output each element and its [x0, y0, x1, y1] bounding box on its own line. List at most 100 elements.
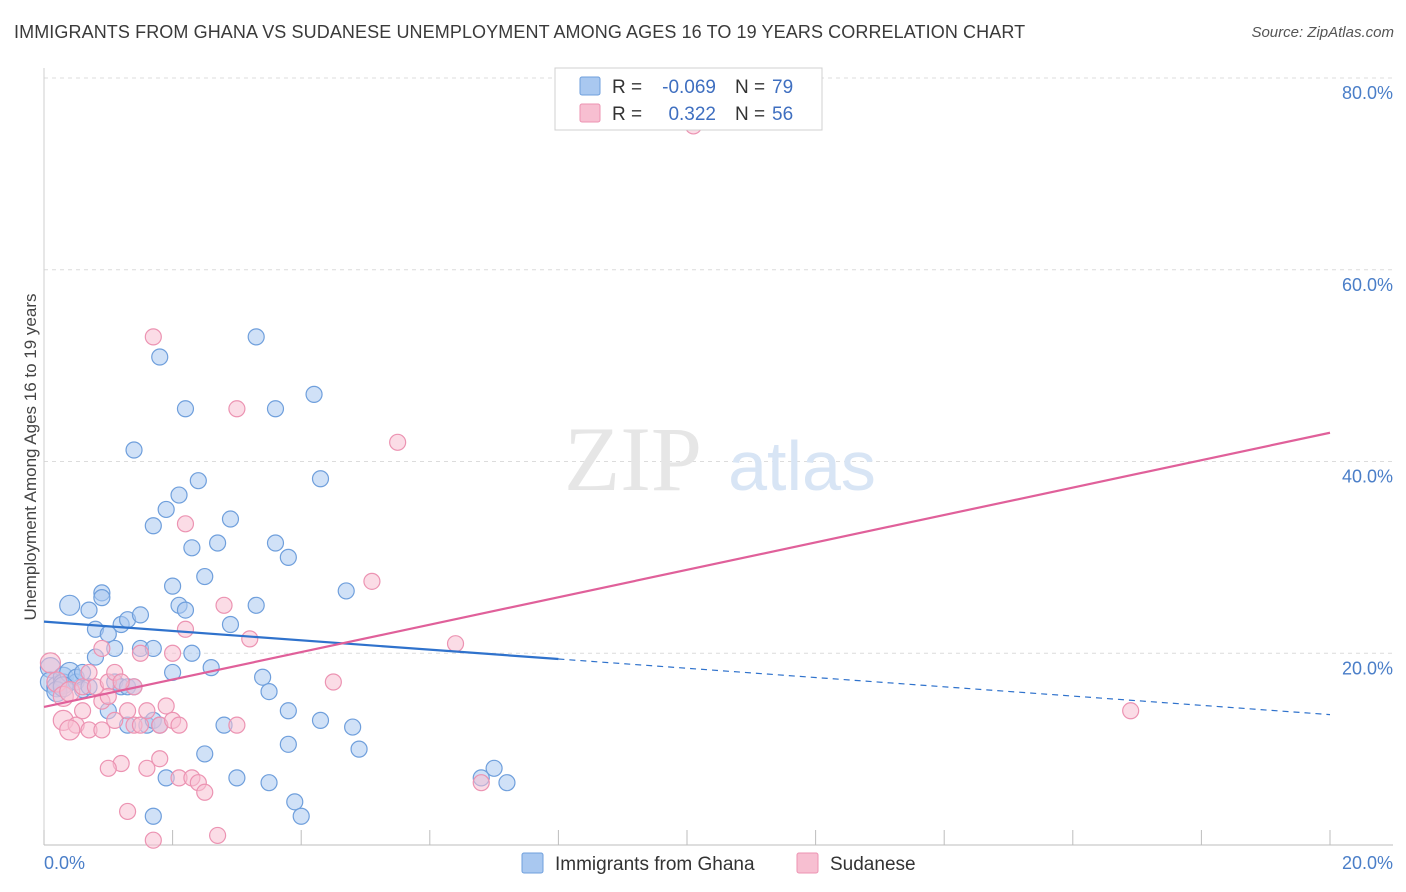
- ghana-point-61: [279, 548, 297, 566]
- ghana-point-40: [170, 486, 188, 504]
- ghana-point-58: [260, 774, 278, 792]
- ghana-point-31: [144, 517, 162, 535]
- ghana-point-69: [337, 582, 355, 600]
- sudanese-points: [39, 117, 1140, 849]
- ghana-point-44: [183, 644, 201, 662]
- bottom-legend-label-sudanese: Sudanese: [830, 854, 916, 875]
- legend-swatch-sudanese: [579, 103, 601, 123]
- ghana-point-59: [266, 400, 285, 418]
- ghana-point-67: [311, 470, 330, 488]
- grid-lines: [44, 77, 1393, 654]
- ghana-point-52: [221, 615, 240, 634]
- sudanese-point-27: [144, 328, 162, 346]
- sudanese-point-45: [324, 673, 342, 691]
- sudanese-point-54: [99, 759, 117, 777]
- bottom-legend-swatch-sudanese: [796, 852, 819, 874]
- sudanese-point-42: [228, 400, 246, 418]
- ghana-points: [39, 328, 516, 825]
- watermark-atlas: atlas: [728, 427, 876, 505]
- legend-r-label-ghana: R =: [612, 77, 642, 98]
- watermark-zip: ZIP: [564, 408, 702, 510]
- ghana-point-73: [485, 759, 503, 777]
- sudanese-point-51: [1122, 702, 1140, 720]
- sudanese-point-19: [118, 802, 137, 821]
- sudanese-point-7: [73, 702, 92, 720]
- ghana-point-63: [279, 702, 297, 720]
- sudanese-point-29: [151, 750, 169, 768]
- ghana-point-32: [144, 807, 162, 825]
- ghana-point-49: [209, 534, 227, 552]
- ghana-point-53: [228, 769, 246, 787]
- y-tick-labels: 20.0% 40.0% 60.0% 80.0%: [1342, 83, 1393, 678]
- ghana-point-71: [350, 740, 368, 758]
- ghana-point-38: [164, 577, 182, 595]
- ghana-point-25: [125, 441, 143, 459]
- sudanese-trend-line: [43, 431, 1331, 709]
- bottom-legend-label-ghana: Immigrants from Ghana: [555, 854, 755, 875]
- ghana-point-36: [157, 500, 175, 519]
- sudanese-point-15: [106, 711, 124, 729]
- ghana-point-54: [247, 596, 265, 614]
- ghana-point-68: [311, 711, 330, 729]
- y-tick-label-0: 20.0%: [1342, 658, 1393, 678]
- ghana-point-6: [59, 594, 81, 616]
- ghana-trend-line-extension: [558, 658, 1331, 716]
- ghana-point-66: [305, 385, 323, 403]
- sudanese-point-23: [131, 716, 150, 734]
- source-label: Source: ZipAtlas.com: [1251, 24, 1394, 41]
- y-axis-label: Unemployment Among Ages 16 to 19 years: [21, 294, 40, 621]
- series-legend: Immigrants from Ghana Sudanese: [521, 852, 916, 875]
- sudanese-point-44: [241, 630, 259, 648]
- sudanese-point-25: [138, 702, 156, 720]
- legend-n-value-ghana: 79: [772, 77, 793, 98]
- sudanese-point-41: [215, 596, 233, 614]
- y-tick-label-2: 60.0%: [1342, 275, 1393, 295]
- ghana-point-15: [93, 589, 111, 607]
- sudanese-point-55: [112, 673, 130, 691]
- ghana-point-60: [266, 534, 285, 552]
- y-tick-label-1: 40.0%: [1342, 467, 1393, 487]
- ghana-point-65: [292, 807, 310, 825]
- ghana-point-45: [189, 472, 207, 490]
- ghana-point-11: [80, 601, 98, 619]
- sudanese-point-14: [99, 687, 117, 705]
- sudanese-point-48: [446, 635, 465, 653]
- legend-r-label-sudanese: R =: [612, 104, 642, 125]
- ghana-point-27: [131, 606, 150, 624]
- sudanese-point-40: [209, 826, 227, 845]
- sudanese-point-47: [389, 433, 407, 451]
- ghana-point-41: [176, 400, 195, 418]
- sudanese-point-34: [170, 716, 188, 734]
- ghana-point-55: [247, 328, 265, 346]
- sudanese-point-26: [144, 831, 162, 849]
- sudanese-point-30: [157, 697, 175, 715]
- trend-lines: [43, 431, 1331, 716]
- y-tick-label-3: 80.0%: [1342, 83, 1393, 103]
- ghana-trend-line: [43, 620, 559, 661]
- sudanese-point-9: [80, 663, 98, 682]
- ghana-point-64: [286, 793, 304, 811]
- ghana-point-62: [279, 735, 297, 753]
- sudanese-point-43: [228, 716, 246, 734]
- legend-n-label-sudanese: N =: [735, 104, 765, 125]
- sudanese-point-22: [131, 644, 150, 662]
- legend-swatch-ghana: [579, 76, 601, 96]
- x-tick-label-min: 0.0%: [44, 853, 85, 873]
- legend-r-value-sudanese: 0.322: [668, 104, 716, 125]
- sudanese-point-53: [93, 721, 111, 739]
- ghana-point-70: [344, 718, 362, 736]
- ghana-point-43: [183, 539, 201, 557]
- sudanese-point-36: [176, 515, 195, 533]
- legend-n-label-ghana: N =: [735, 77, 765, 98]
- ghana-point-56: [254, 668, 272, 686]
- sudanese-point-0: [39, 652, 62, 674]
- ghana-point-46: [196, 567, 214, 586]
- x-tick-label-max: 20.0%: [1342, 853, 1393, 873]
- axes: [43, 68, 1393, 846]
- sudanese-point-46: [363, 572, 381, 590]
- sudanese-point-35: [176, 620, 195, 638]
- sudanese-point-52: [59, 719, 81, 741]
- correlation-legend: R = -0.069 N = 79 R = 0.322 N = 56: [554, 67, 823, 131]
- sudanese-point-31: [164, 644, 182, 662]
